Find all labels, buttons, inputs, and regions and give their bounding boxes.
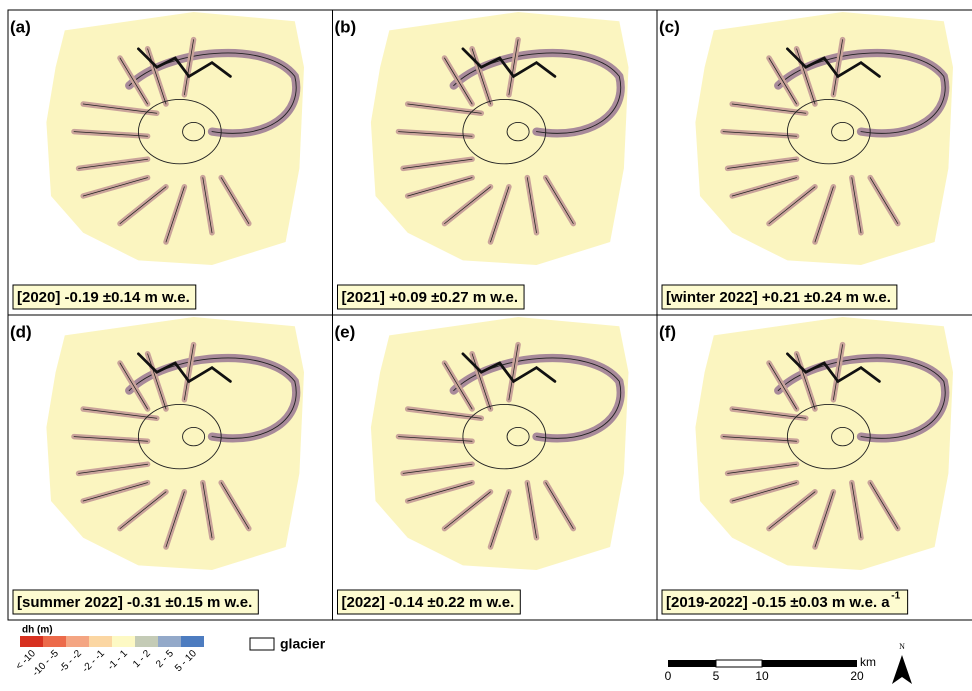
glacier-map	[695, 12, 953, 265]
panel: (f) [2019-2022] -0.15 ±0.03 m w.e. a-1	[657, 315, 972, 620]
north-arrow: N	[892, 642, 912, 684]
glacier-swatch	[250, 638, 274, 650]
scale-seg	[762, 660, 857, 667]
scale-seg	[716, 660, 762, 667]
glacier-map	[371, 317, 629, 570]
legend-label: -10 - -5	[30, 648, 61, 679]
legend-label: 5 - 10	[173, 648, 199, 674]
caption: [summer 2022] -0.31 ±0.15 m w.e.	[17, 594, 252, 611]
north-icon	[892, 655, 912, 684]
scale-bar: km 0 5 10 20	[665, 655, 876, 683]
legend-swatch	[135, 636, 158, 647]
legend-label: -1 - 1	[106, 648, 131, 673]
caption: [2021] +0.09 ±0.27 m w.e.	[342, 289, 519, 306]
legend: dh (m) glacier < -10-10 - -5-5 - -2-2 - …	[14, 625, 326, 679]
scale-tick-label: 10	[755, 669, 769, 683]
panel: (b) [2021] +0.09 ±0.27 m w.e.	[333, 10, 658, 315]
panel-label: (f)	[659, 322, 676, 341]
panel-label: (e)	[335, 322, 356, 341]
legend-title: dh (m)	[22, 625, 53, 636]
scale-tick-label: 5	[713, 669, 720, 683]
panel: (d) [summer 2022] -0.31 ±0.15 m w.e.	[8, 315, 333, 620]
scale-tick-label: 0	[665, 669, 672, 683]
scale-tick-label: 20	[850, 669, 864, 683]
legend-label: -5 - -2	[57, 648, 84, 675]
caption-sup: -1	[891, 591, 900, 602]
figure: (a) [2020] -0.19 ±0.14 m w.e. (b) [2021] +0…	[0, 0, 972, 686]
legend-swatch	[158, 636, 181, 647]
panel-label: (a)	[10, 17, 31, 36]
caption: [2020] -0.19 ±0.14 m w.e.	[17, 289, 190, 306]
scale-seg	[668, 660, 716, 667]
glacier-map	[371, 12, 629, 265]
legend-label: -2 - -1	[80, 648, 107, 675]
panel: (c) [winter 2022] +0.21 ±0.24 m w.e.	[657, 10, 972, 315]
panel: (a) [2020] -0.19 ±0.14 m w.e.	[8, 10, 333, 315]
caption: [2022] -0.14 ±0.22 m w.e.	[342, 594, 515, 611]
panel-label: (d)	[10, 322, 32, 341]
panel: (e) [2022] -0.14 ±0.22 m w.e.	[333, 315, 658, 620]
legend-swatch	[181, 636, 204, 647]
glacier-map	[695, 317, 953, 570]
glacier-map	[46, 12, 304, 265]
panels: (a) [2020] -0.19 ±0.14 m w.e. (b) [2021] +0…	[8, 10, 972, 620]
panel-label: (c)	[659, 17, 680, 36]
panel-label: (b)	[335, 17, 357, 36]
legend-swatch	[66, 636, 89, 647]
legend-swatch	[43, 636, 66, 647]
legend-swatch	[20, 636, 43, 647]
glacier-label: glacier	[280, 636, 326, 652]
north-label: N	[899, 642, 905, 651]
glacier-map	[46, 317, 304, 570]
caption: [2019-2022] -0.15 ±0.03 m w.e. a	[666, 594, 890, 611]
legend-label: 1 - 2	[131, 648, 153, 670]
legend-swatch	[89, 636, 112, 647]
caption: [winter 2022] +0.21 ±0.24 m w.e.	[666, 289, 891, 306]
legend-swatch	[112, 636, 135, 647]
scale-unit: km	[860, 655, 876, 669]
